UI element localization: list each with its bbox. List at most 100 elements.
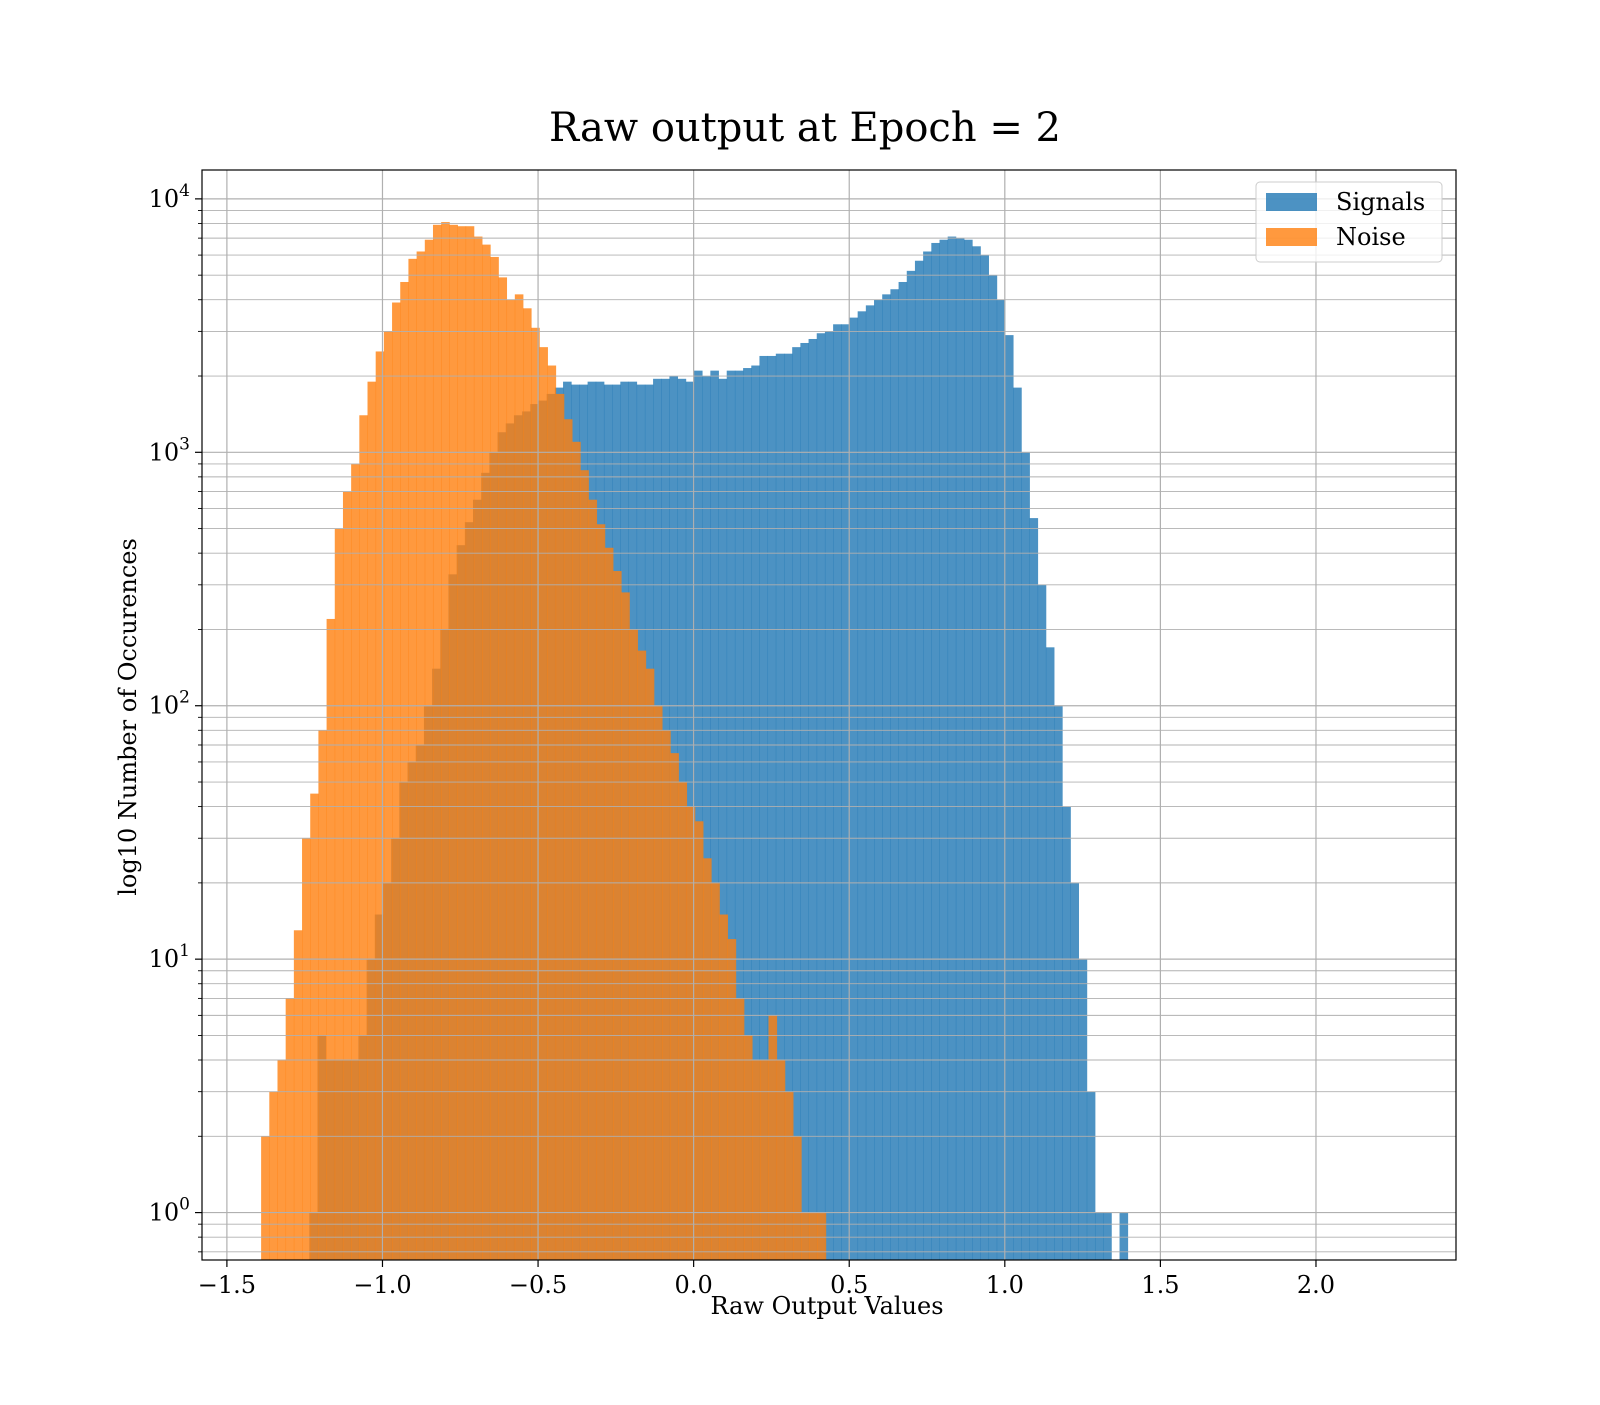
bar-signals-86 (1013, 387, 1022, 1260)
bar-noise-51 (678, 782, 688, 1260)
bar-signals-50 (718, 378, 728, 1260)
bar-signals-69 (874, 299, 883, 1261)
bar-signals-84 (996, 299, 1006, 1261)
bar-noise-50 (670, 753, 679, 1260)
bar-signals-62 (816, 333, 826, 1260)
legend: Signals Noise (1255, 181, 1443, 263)
bar-noise-0 (261, 1136, 270, 1260)
bar-noise-48 (653, 705, 663, 1260)
bar-signals-56 (767, 355, 777, 1260)
legend-label-signals: Signals (1336, 188, 1425, 216)
bar-noise-25 (465, 226, 475, 1261)
y-tick-label-base: 10 (149, 692, 180, 720)
bar-noise-56 (719, 914, 728, 1260)
bar-noise-61 (760, 1060, 769, 1260)
legend-swatch-noise (1266, 228, 1317, 246)
y-tick-label-exponent: 0 (179, 1195, 190, 1215)
bar-noise-20 (424, 239, 434, 1261)
x-tick-label-0: −1.5 (198, 1271, 256, 1299)
bar-signals-67 (857, 311, 867, 1260)
bar-signals-68 (865, 305, 875, 1260)
bar-signals-82 (980, 255, 989, 1261)
bar-noise-6 (310, 793, 319, 1260)
bar-noise-36 (555, 393, 565, 1260)
bar-signals-80 (964, 239, 973, 1261)
bar-signals-61 (808, 338, 818, 1261)
bar-signals-93 (1070, 882, 1080, 1260)
bar-signals-63 (824, 331, 834, 1260)
bar-signals-65 (841, 324, 850, 1260)
bar-signals-85 (1004, 335, 1014, 1260)
bar-noise-9 (334, 528, 344, 1260)
bar-signals-66 (849, 317, 859, 1260)
bar-noise-10 (342, 491, 352, 1260)
x-tick-label-4: 0.5 (830, 1271, 868, 1299)
bar-noise-28 (490, 256, 499, 1260)
bar-noise-12 (359, 415, 368, 1260)
bar-noise-57 (727, 939, 737, 1260)
bar-noise-19 (416, 251, 426, 1261)
bar-noise-14 (375, 351, 385, 1261)
bar-signals-99 (1119, 1212, 1129, 1260)
bar-signals-91 (1054, 705, 1063, 1260)
bar-signals-70 (882, 294, 891, 1260)
bar-noise-1 (269, 1091, 278, 1260)
bar-noise-64 (784, 1091, 794, 1260)
x-tick-label-7: 2.0 (1297, 1271, 1335, 1299)
bar-noise-63 (776, 1060, 786, 1260)
bar-signals-90 (1045, 647, 1055, 1260)
bar-signals-76 (931, 242, 940, 1260)
bar-signals-74 (914, 260, 924, 1260)
bar-signals-88 (1029, 518, 1039, 1260)
bar-signals-79 (955, 238, 965, 1260)
bar-signals-47 (693, 370, 703, 1260)
bar-noise-65 (793, 1136, 802, 1260)
x-tick-label-2: −0.5 (509, 1271, 567, 1299)
bar-noise-11 (351, 463, 360, 1260)
x-tick-label-5: 1.0 (986, 1271, 1024, 1299)
bar-noise-16 (392, 302, 401, 1260)
bar-noise-41 (596, 524, 606, 1260)
bar-signals-52 (734, 370, 744, 1260)
bar-signals-49 (710, 370, 719, 1260)
y-tick-label-0: 100 (149, 1195, 190, 1227)
y-tick-label-base: 10 (149, 1199, 180, 1227)
bar-signals-92 (1062, 806, 1071, 1260)
bar-noise-33 (531, 327, 540, 1260)
bar-noise-68 (817, 1212, 827, 1260)
y-tick-label-exponent: 3 (179, 434, 190, 454)
y-tick-label-2: 102 (149, 688, 190, 720)
bar-noise-13 (367, 381, 377, 1260)
y-tick-label-exponent: 2 (179, 688, 190, 708)
x-tick-label-1: −1.0 (353, 1271, 411, 1299)
bar-signals-77 (939, 239, 949, 1261)
bar-noise-24 (457, 226, 467, 1261)
bar-noise-47 (645, 668, 655, 1260)
y-tick-label-base: 10 (149, 945, 180, 973)
bar-noise-45 (629, 629, 638, 1260)
bar-noise-8 (326, 618, 336, 1260)
bar-signals-72 (898, 281, 908, 1261)
bar-noise-34 (539, 347, 548, 1260)
y-tick-label-base: 10 (149, 438, 180, 466)
bar-noise-52 (686, 806, 696, 1260)
y-tick-label-base: 10 (149, 185, 180, 213)
legend-label-noise: Noise (1336, 223, 1406, 251)
bar-noise-53 (694, 821, 704, 1260)
bar-signals-60 (800, 342, 809, 1261)
bar-noise-17 (400, 281, 409, 1261)
bar-noise-23 (449, 224, 458, 1260)
y-tick-label-4: 104 (149, 181, 190, 213)
bar-noise-7 (318, 730, 327, 1260)
bar-signals-48 (702, 376, 711, 1260)
bar-noise-44 (621, 592, 630, 1260)
bar-signals-53 (743, 368, 752, 1260)
bar-noise-58 (735, 998, 745, 1260)
bar-noise-4 (293, 930, 303, 1260)
bar-signals-64 (833, 324, 842, 1260)
bar-noise-38 (572, 441, 581, 1260)
bar-signals-78 (947, 236, 957, 1260)
bar-noise-22 (441, 222, 450, 1260)
bar-noise-54 (703, 858, 712, 1260)
